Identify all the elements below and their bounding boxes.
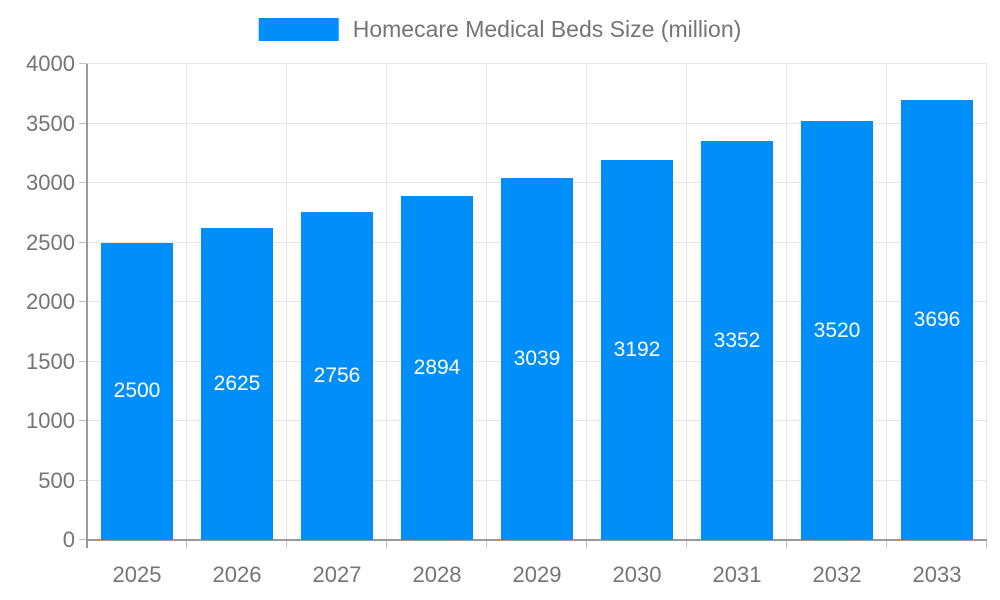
bar-value-label: 3192: [613, 338, 661, 362]
y-axis-tick: [79, 301, 87, 302]
gridline-vertical: [486, 64, 487, 540]
y-axis-tick: [79, 182, 87, 183]
x-axis-tick-label: 2032: [812, 562, 862, 587]
x-axis-tick-label: 2025: [112, 562, 162, 587]
bar-value-label: 2894: [413, 355, 461, 379]
y-axis-tick-label: 0: [62, 527, 75, 552]
bar[interactable]: 3192: [601, 160, 673, 540]
bar-value-label: 2756: [313, 364, 361, 387]
bar[interactable]: 2625: [201, 227, 273, 540]
y-axis-tick-label: 1500: [26, 348, 75, 374]
y-axis-tick-label: 3000: [26, 170, 75, 195]
y-axis-tick-label: 500: [38, 467, 75, 493]
bar[interactable]: 3520: [801, 121, 873, 540]
gridline-vertical: [886, 64, 887, 540]
y-axis-tick: [79, 360, 87, 362]
y-axis-tick: [79, 63, 87, 64]
bar[interactable]: 3352: [701, 141, 773, 540]
bar[interactable]: 2894: [401, 195, 473, 540]
x-axis-tick: [886, 540, 887, 548]
x-axis-tick-label: 2029: [512, 562, 562, 587]
y-axis-tick-label: 4000: [26, 51, 75, 76]
x-axis-tick-label: 2027: [312, 562, 362, 587]
x-axis-tick-label: 2026: [212, 562, 262, 587]
y-axis-tick-label: 1000: [26, 408, 75, 433]
legend-swatch-icon: [258, 18, 339, 41]
legend-label: Homecare Medical Beds Size (million): [352, 16, 742, 42]
y-axis-tick-label: 2000: [26, 289, 75, 314]
gridline-horizontal: [87, 63, 987, 64]
x-axis-tick-label: 2033: [912, 562, 962, 587]
gridline-horizontal: [87, 122, 987, 124]
x-axis-tick-label: 2031: [712, 562, 762, 587]
x-axis-tick: [286, 540, 287, 548]
bar-value-label: 3352: [713, 328, 761, 352]
y-axis-tick: [79, 241, 87, 243]
x-axis-tick: [186, 540, 187, 548]
x-axis-tick: [586, 540, 587, 548]
y-axis-tick-label: 2500: [26, 229, 75, 255]
x-axis-tick: [986, 540, 987, 548]
x-axis-tick: [486, 540, 487, 548]
x-axis-tick: [386, 540, 387, 548]
y-axis-tick: [79, 479, 87, 481]
y-axis-line: [86, 64, 88, 548]
bar[interactable]: 3039: [501, 178, 573, 540]
y-axis-tick: [79, 122, 87, 124]
bar-value-label: 3520: [813, 318, 861, 342]
gridline-vertical: [386, 64, 387, 540]
x-axis-tick: [686, 540, 687, 548]
gridline-vertical: [986, 64, 987, 540]
y-axis-tick: [79, 420, 87, 421]
bar-value-label: 3039: [513, 347, 561, 371]
gridline-vertical: [686, 64, 687, 540]
gridline-vertical: [786, 64, 787, 540]
bar[interactable]: 2500: [101, 242, 173, 540]
x-axis-line: [87, 539, 987, 541]
bar-value-label: 2500: [113, 379, 161, 403]
x-axis-tick-label: 2030: [612, 562, 662, 587]
legend[interactable]: Homecare Medical Beds Size (million): [258, 16, 742, 43]
gridline-vertical: [286, 64, 287, 540]
gridline-vertical: [586, 64, 587, 540]
bar[interactable]: 2756: [301, 212, 373, 540]
x-axis-tick-label: 2028: [412, 562, 462, 587]
gridline-vertical: [186, 64, 187, 540]
y-axis-tick: [79, 539, 87, 540]
x-axis-tick: [786, 540, 787, 548]
bar-value-label: 2625: [213, 371, 261, 395]
bar[interactable]: 3696: [901, 100, 973, 540]
bar-value-label: 3696: [913, 308, 961, 332]
y-axis-tick-label: 3500: [26, 110, 75, 136]
